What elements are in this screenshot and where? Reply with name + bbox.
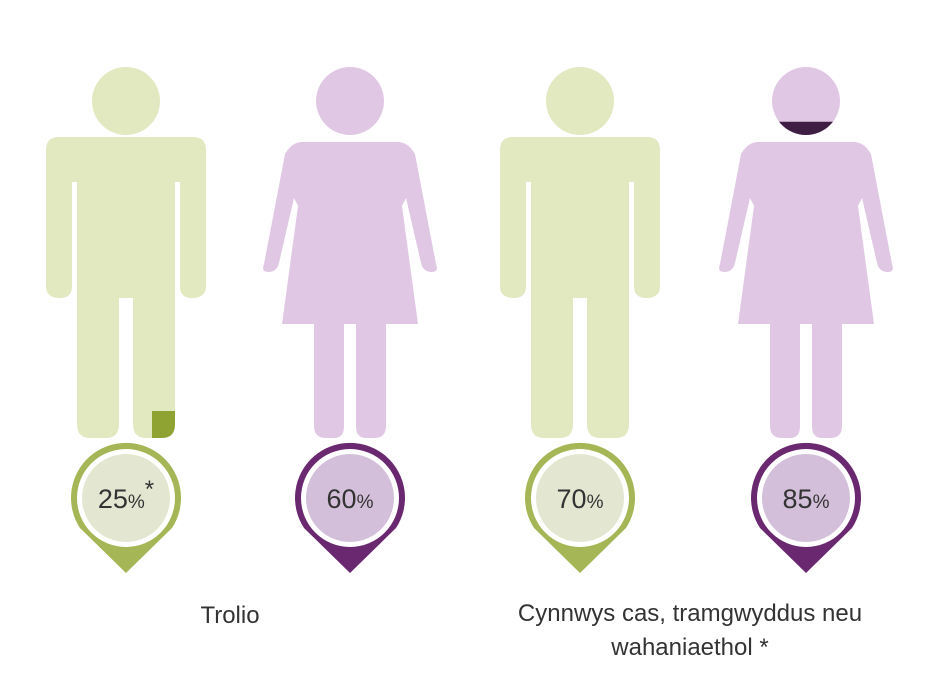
percent-pin-badge: 60%: [294, 442, 405, 573]
group-label-offensive-content: Cynnwys cas, tramgwyddus neu wahaniaetho…: [480, 597, 900, 665]
percent-symbol: %: [813, 492, 830, 513]
percent-symbol: %: [357, 492, 374, 513]
percent-pin-badge: 85%: [750, 442, 861, 573]
head-shape: [92, 67, 160, 135]
percent-number: 70: [557, 484, 587, 514]
male-figure-icon: [46, 67, 206, 438]
percent-value-label: 60%: [327, 484, 374, 514]
pin-center: [762, 454, 850, 542]
percent-pin-badge: 70%: [525, 442, 635, 573]
group-label-line: Cynnwys cas, tramgwyddus neu: [517, 600, 863, 627]
head-fill: [779, 121, 833, 135]
body-shape: [719, 142, 893, 438]
group-label-line: wahaniaethol *: [611, 634, 769, 661]
body-shape: [263, 142, 437, 438]
percent-value-label: 25%*: [98, 476, 154, 514]
body-shape: [46, 137, 206, 438]
group-label-trolio: Trolio: [150, 599, 310, 633]
body-fill: [152, 411, 175, 438]
group-label-line: Trolio: [200, 602, 260, 629]
female-figure-icon: [719, 67, 893, 438]
pin-center: [82, 454, 170, 542]
percent-number: 25: [98, 484, 128, 514]
body-shape: [500, 137, 660, 438]
head-shape: [772, 67, 840, 135]
percent-number: 85: [783, 484, 813, 514]
percent-pin-badge: 25%*: [71, 442, 181, 573]
percent-value-label: 85%: [783, 484, 830, 514]
male-figure-icon: [500, 67, 660, 438]
percent-number: 60: [327, 484, 357, 514]
percent-symbol: %: [587, 492, 604, 513]
head-shape: [546, 67, 614, 135]
pin-center: [306, 454, 394, 542]
percent-value-label: 70%: [557, 484, 604, 514]
pin-center: [536, 454, 624, 542]
percent-symbol: %: [128, 492, 145, 513]
footnote-asterisk: *: [145, 476, 154, 503]
head-shape: [316, 67, 384, 135]
female-figure-icon: [263, 67, 437, 438]
